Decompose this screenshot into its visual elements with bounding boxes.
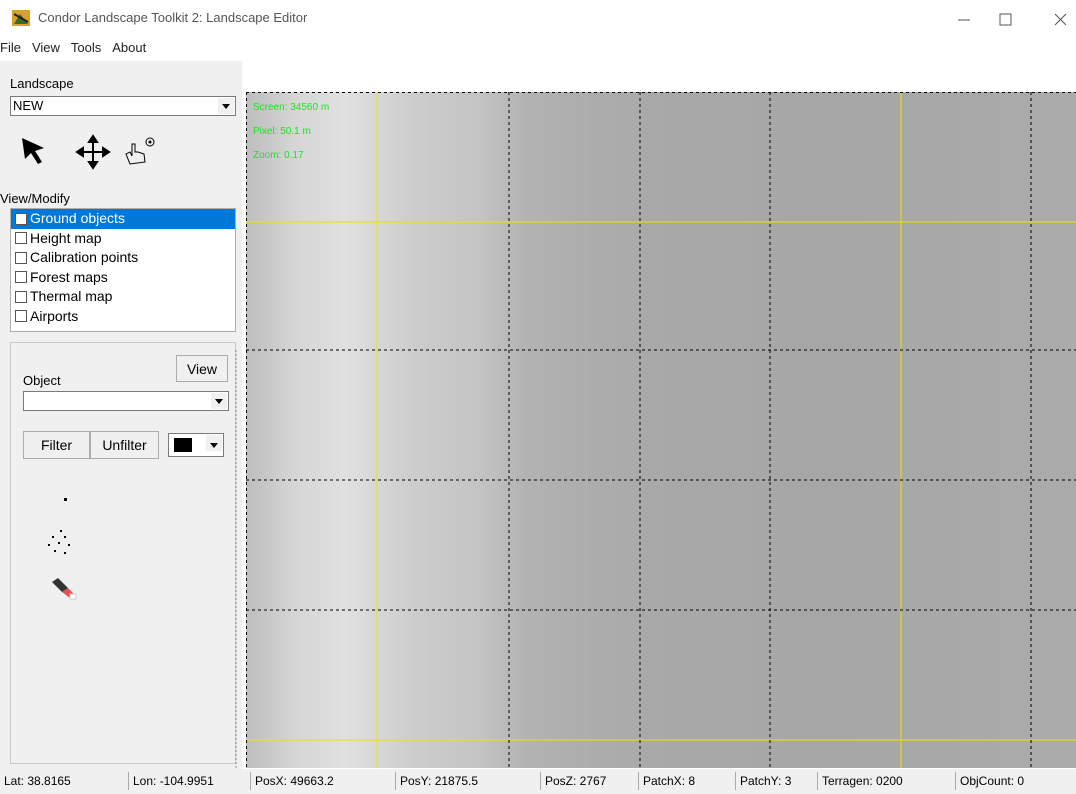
- menu-bar: File View Tools About: [0, 40, 157, 60]
- layer-label: Calibration points: [30, 249, 139, 266]
- layer-list: Ground objects Height map Calibration poin…: [10, 208, 236, 332]
- status-field: PosX: 49663.2: [250, 772, 334, 790]
- map-grid: [246, 92, 1076, 768]
- map-info: Pixel: 50.1 m: [253, 126, 311, 137]
- app-icon: [12, 10, 30, 26]
- landscape-combo[interactable]: NEW: [10, 96, 236, 116]
- layer-item[interactable]: Calibration points: [11, 248, 235, 268]
- separator: [235, 350, 237, 768]
- tool-icons[interactable]: [18, 132, 168, 172]
- layer-item[interactable]: Airports: [11, 307, 235, 327]
- dropdown-arrow: [211, 393, 227, 409]
- layer-item[interactable]: Forest maps: [11, 268, 235, 288]
- menu-item[interactable]: About: [112, 40, 147, 55]
- label: Landscape: [10, 76, 74, 91]
- menu-item[interactable]: View: [31, 40, 60, 55]
- status-field: Terragen: 0200: [817, 772, 903, 790]
- checkbox[interactable]: [15, 310, 27, 323]
- color-swatch: [174, 438, 192, 452]
- layer-item[interactable]: Thermal map: [11, 287, 235, 307]
- status-bar: Lat: 38.8165 Lon: -104.9951 PosX: 49663.2 P…: [0, 769, 1076, 794]
- checkbox[interactable]: [15, 251, 27, 264]
- layer-label: Airports: [30, 307, 79, 324]
- object-combo[interactable]: [23, 391, 229, 411]
- status-field: Lon: -104.9951: [128, 772, 214, 790]
- label: View/Modify: [0, 191, 70, 206]
- checkbox[interactable]: [15, 271, 27, 284]
- dropdown-arrow: [206, 435, 222, 451]
- object-tools[interactable]: [40, 490, 90, 605]
- filter-button[interactable]: Filter: [23, 431, 90, 459]
- layer-item[interactable]: Height map: [11, 229, 235, 249]
- checkbox[interactable]: [15, 232, 27, 245]
- layer-label: Forest maps: [30, 268, 108, 285]
- status-field: PosY: 21875.5: [395, 772, 478, 790]
- status-field: PatchX: 8: [638, 772, 695, 790]
- status-field: PosZ: 2767: [540, 772, 606, 790]
- checkbox[interactable]: [15, 212, 27, 225]
- combo-value: NEW: [13, 98, 44, 113]
- status-field: Lat: 38.8165: [4, 774, 71, 788]
- status-field: ObjCount: 0: [955, 772, 1024, 790]
- window-controls[interactable]: [940, 8, 1076, 32]
- object-panel: [10, 342, 236, 764]
- menu-item[interactable]: Tools: [70, 40, 102, 55]
- layer-label: Ground objects: [30, 210, 125, 227]
- layer-label: Height map: [30, 229, 102, 246]
- dropdown-arrow: [218, 98, 234, 114]
- color-combo[interactable]: [168, 433, 224, 457]
- side-panel: [0, 61, 242, 769]
- status-field: PatchY: 3: [735, 772, 791, 790]
- label: Object: [23, 373, 61, 388]
- height-map-view[interactable]: Screen: 34560 m Pixel: 50.1 m Zoom: 0.17: [246, 92, 1076, 768]
- window-title: Condor Landscape Toolkit 2: Landscape Ed…: [38, 10, 308, 25]
- view-button[interactable]: View: [176, 355, 228, 382]
- layer-label: Thermal map: [30, 288, 113, 305]
- checkbox[interactable]: [15, 290, 27, 303]
- map-info: Screen: 34560 m: [253, 102, 330, 113]
- unfilter-button[interactable]: Unfilter: [90, 431, 159, 459]
- map-info: Zoom: 0.17: [253, 150, 304, 161]
- title-bar: Condor Landscape Toolkit 2: Landscape Ed…: [0, 0, 1076, 36]
- menu-item[interactable]: File: [0, 40, 21, 55]
- layer-item[interactable]: Ground objects: [11, 209, 235, 229]
